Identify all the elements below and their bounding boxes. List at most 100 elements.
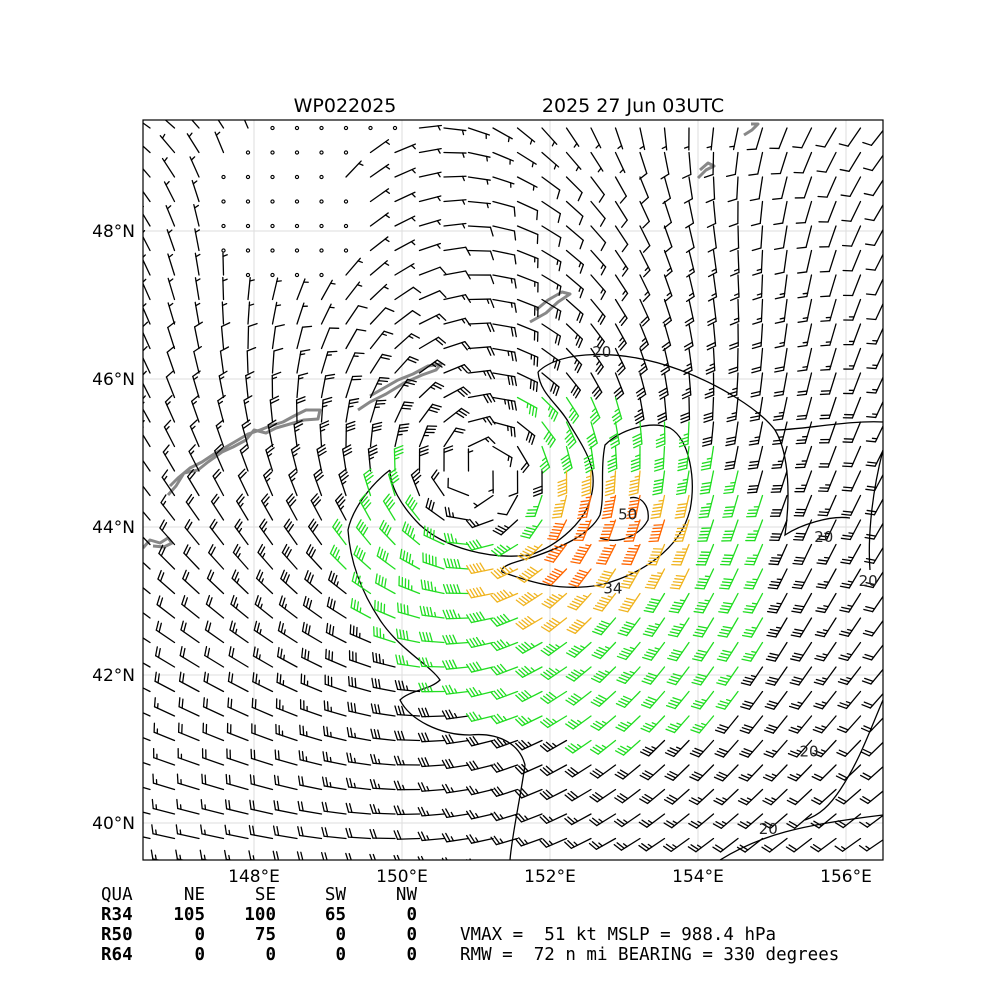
wind-barb [515, 641, 543, 654]
wind-barb [640, 715, 666, 733]
wind-barb [194, 321, 203, 350]
wind-barb [177, 748, 200, 766]
wind-barb [864, 203, 883, 222]
wind-barb [752, 274, 764, 301]
wind-barb [690, 690, 715, 710]
wind-barb [687, 837, 715, 853]
wind-barb [667, 641, 690, 662]
wind-barb [443, 317, 472, 327]
wind-barb [394, 333, 420, 350]
wind-barb [275, 723, 298, 742]
wind-barb [863, 570, 883, 589]
wind-barb [682, 151, 692, 179]
wind-barb [762, 764, 788, 782]
wind-barb [680, 396, 691, 424]
wind-barb [769, 494, 788, 517]
datetime-title: 2025 27 Jun 03UTC [542, 95, 724, 117]
wind-barb [300, 673, 323, 693]
wind-barb [774, 274, 788, 300]
wind-barb [613, 813, 641, 828]
wind-barb [371, 677, 396, 693]
wind-barb [343, 248, 349, 253]
wind-barb [840, 543, 862, 565]
wind-barb [515, 615, 543, 630]
wind-barb [698, 494, 715, 519]
wind-barb [817, 176, 837, 198]
wind-barb [788, 690, 813, 710]
wind-barb [639, 249, 651, 278]
lat-tick-label: 44°N [92, 518, 135, 538]
wind-barb [492, 298, 517, 313]
wind-barb [160, 494, 176, 521]
wind-barb [467, 151, 491, 162]
wind-barb [785, 837, 813, 853]
wind-barb [399, 548, 421, 570]
wind-barb [541, 127, 558, 147]
wind-barb [516, 151, 537, 168]
wind-barb [418, 219, 442, 227]
wind-barb [715, 715, 739, 734]
wind-barb [491, 543, 519, 557]
wind-barb [249, 799, 274, 815]
wind-barb [204, 620, 225, 644]
wind-barb [692, 641, 715, 662]
wind-barb [467, 448, 474, 472]
wind-barb [589, 764, 617, 779]
wind-barb [294, 150, 300, 155]
wind-barb [794, 176, 813, 199]
wind-barb [316, 444, 327, 472]
wind-barb [418, 631, 445, 644]
wind-barb [467, 200, 492, 209]
wind-barb [418, 425, 438, 448]
wind-barb [516, 176, 538, 191]
wind-barb [516, 421, 536, 445]
wind-barb [328, 570, 347, 595]
contour-label: 20 [799, 742, 818, 760]
wind-barb [204, 646, 225, 668]
wind-barb [210, 493, 225, 521]
wind-barb [747, 445, 764, 470]
wind-barb [690, 715, 715, 734]
wind-barb [444, 506, 470, 521]
wind-barb [319, 272, 324, 278]
wind-contour-line [868, 449, 883, 571]
wind-barb [373, 626, 396, 644]
wind-barb [770, 470, 788, 493]
wind-barb [614, 863, 640, 874]
wind-barb [492, 421, 516, 438]
wind-barb [792, 543, 813, 566]
wind-barb [369, 307, 395, 325]
wind-barb [467, 392, 496, 404]
wind-barb [707, 274, 718, 302]
wind-contour-line [599, 496, 649, 541]
wind-barb [866, 400, 883, 419]
wind-barb [418, 124, 443, 131]
wind-barb [539, 764, 568, 777]
wind-barb [564, 813, 592, 826]
wind-barb [345, 802, 372, 815]
wind-barb [490, 663, 519, 676]
wind-barb [127, 850, 150, 863]
wind-barb [541, 592, 568, 609]
wind-barb [788, 715, 813, 734]
wind-barb [564, 421, 577, 449]
wind-barb [161, 157, 176, 178]
wind-barb [194, 301, 201, 325]
wind-barb [590, 274, 607, 301]
wind-barb [443, 222, 467, 229]
wind-barb [598, 519, 617, 542]
wind-barb [858, 839, 883, 852]
wind-barb [382, 493, 396, 521]
wind-barb [237, 468, 249, 497]
wind-barb [188, 444, 200, 472]
wind-barb [590, 298, 606, 325]
wind-barb [841, 225, 862, 247]
wind-barb [443, 427, 466, 448]
wind-barb [657, 396, 668, 424]
wind-barb [628, 470, 641, 496]
wind-barb [345, 352, 365, 374]
wind-barb [277, 621, 298, 644]
wind-barb [541, 421, 556, 448]
wind-barb [841, 470, 862, 492]
wind-barb [272, 850, 280, 860]
